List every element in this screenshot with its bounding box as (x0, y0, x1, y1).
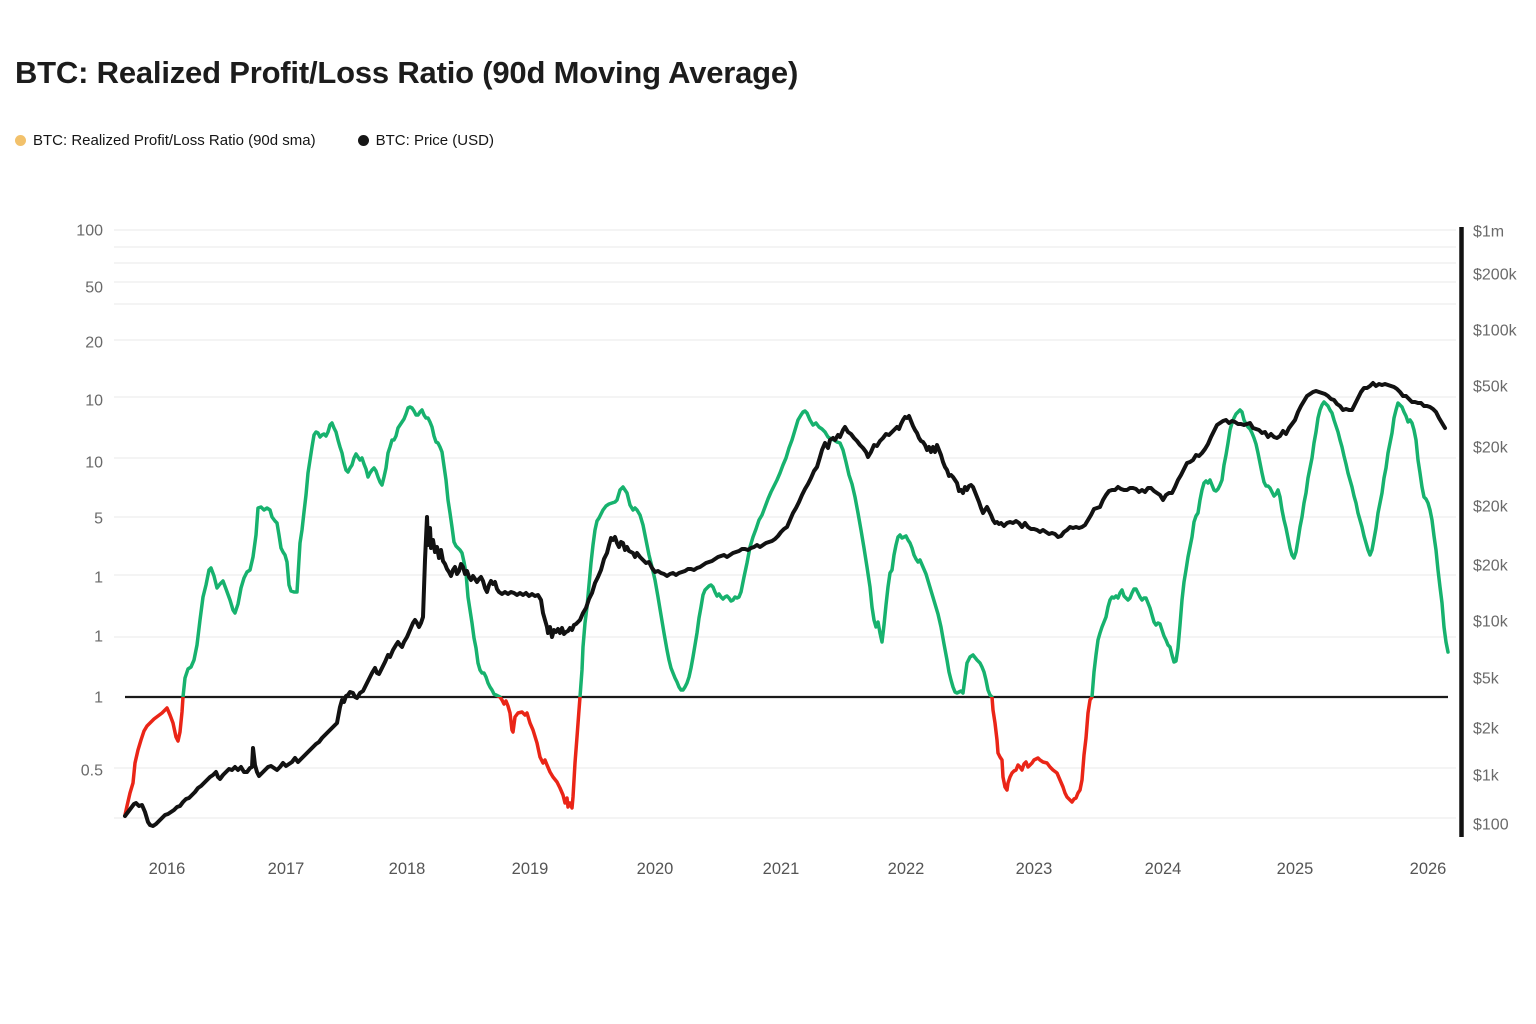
x-tick-label: 2024 (1145, 860, 1182, 878)
legend: BTC: Realized Profit/Loss Ratio (90d sma… (15, 132, 494, 149)
y-right-tick-label: $5k (1473, 671, 1500, 688)
y-left-tick-label: 10 (85, 455, 103, 472)
y-left-tick-label: 50 (85, 280, 103, 297)
y-left-tick-label: 0.5 (81, 763, 103, 780)
y-left-tick-label: 1 (94, 690, 103, 707)
x-tick-label: 2022 (888, 860, 925, 878)
legend-item-price[interactable]: BTC: Price (USD) (357, 132, 494, 149)
y-right-tick-label: $2k (1473, 721, 1500, 738)
price-series-dot-icon (357, 135, 369, 146)
legend-item-ratio[interactable]: BTC: Realized Profit/Loss Ratio (90d sma… (15, 132, 316, 149)
y-right-tick-label: $50k (1473, 379, 1509, 396)
y-right-tick-label: $1m (1473, 224, 1504, 241)
y-left-tick-label: 1 (94, 629, 103, 646)
legend-label-ratio: BTC: Realized Profit/Loss Ratio (90d sma… (33, 132, 316, 149)
x-tick-label: 2020 (637, 860, 674, 878)
y-left-tick-label: 10 (85, 393, 103, 410)
ratio-line-negative (123, 697, 1094, 817)
y-right-tick-label: $20k (1473, 499, 1509, 516)
ratio-series-dot-icon (15, 135, 26, 146)
x-tick-label: 2023 (1016, 860, 1053, 878)
x-tick-label: 2025 (1277, 860, 1314, 878)
x-tick-label: 2018 (389, 860, 426, 878)
chart-title: BTC: Realized Profit/Loss Ratio (90d Mov… (15, 55, 799, 90)
price-line (123, 381, 1447, 828)
legend-label-price: BTC: Price (USD) (375, 132, 494, 149)
x-tick-label: 2026 (1410, 860, 1447, 878)
y-left-tick-label: 100 (76, 223, 103, 240)
y-left-tick-label: 5 (94, 511, 103, 528)
x-tick-label: 2017 (268, 860, 305, 878)
y-left-tick-label: 1 (94, 570, 103, 587)
y-right-tick-label: $20k (1473, 558, 1509, 575)
ratio-line-positive (181, 400, 1450, 697)
y-right-tick-label: $20k (1473, 440, 1509, 457)
y-left-tick-label: 20 (85, 335, 103, 352)
x-tick-label: 2021 (763, 860, 800, 878)
x-tick-label: 2019 (512, 860, 549, 878)
x-tick-label: 2016 (149, 860, 186, 878)
y-right-tick-label: $1k (1473, 768, 1500, 785)
y-right-tick-label: $200k (1473, 267, 1518, 284)
y-right-tick-label: $100 (1473, 817, 1509, 834)
y-right-tick-label: $100k (1473, 323, 1518, 340)
y-right-tick-label: $10k (1473, 614, 1509, 631)
